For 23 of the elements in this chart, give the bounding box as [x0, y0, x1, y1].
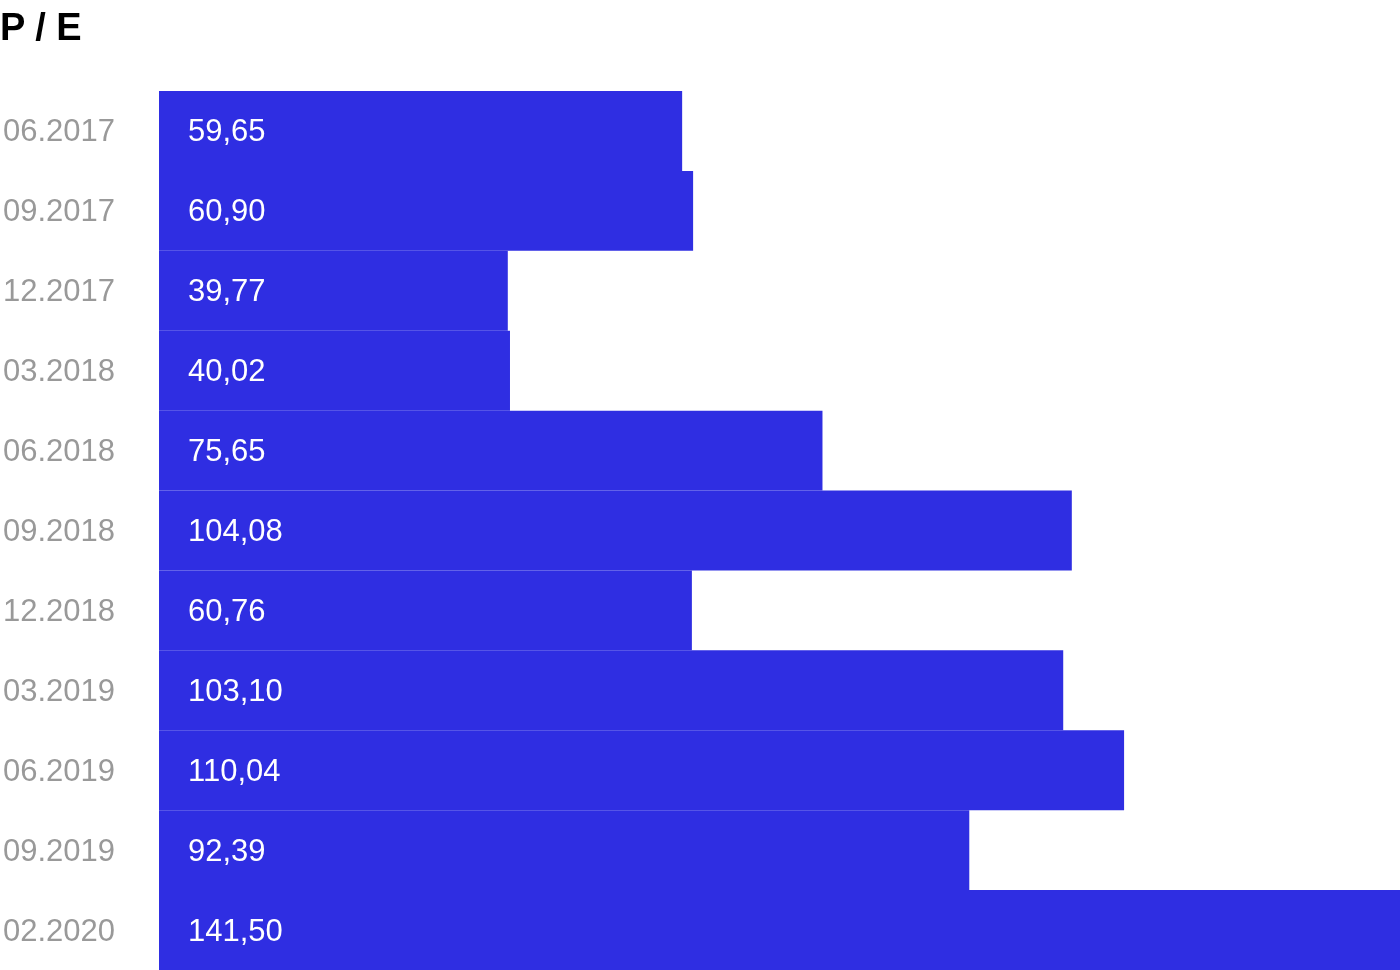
- y-tick-label: 12.2017: [3, 273, 116, 309]
- y-tick-label: 09.2017: [3, 193, 116, 229]
- y-tick-label: 02.2020: [3, 912, 116, 948]
- data-label: 110,04: [188, 752, 281, 788]
- data-label: 39,77: [188, 273, 266, 309]
- y-tick-label: 12.2018: [3, 592, 116, 628]
- data-label: 104,08: [188, 513, 283, 548]
- data-label: 75,65: [188, 433, 266, 469]
- data-label: 40,02: [188, 353, 266, 389]
- y-tick-label: 06.2019: [3, 752, 116, 788]
- data-label: 92,39: [188, 832, 266, 868]
- y-tick-label: 06.2018: [3, 433, 116, 469]
- data-label: 59,65: [188, 113, 266, 149]
- data-label: 60,90: [188, 193, 266, 229]
- chart-title: P / E: [0, 6, 82, 48]
- y-tick-label: 06.2017: [3, 113, 116, 149]
- y-tick-label: 03.2019: [3, 672, 116, 708]
- data-label: 103,10: [188, 672, 283, 708]
- y-tick-label: 09.2019: [3, 832, 116, 868]
- y-tick-label: 09.2018: [3, 513, 116, 548]
- y-tick-label: 03.2018: [3, 353, 116, 389]
- data-label: 141,50: [188, 912, 283, 948]
- data-label: 60,76: [188, 592, 266, 628]
